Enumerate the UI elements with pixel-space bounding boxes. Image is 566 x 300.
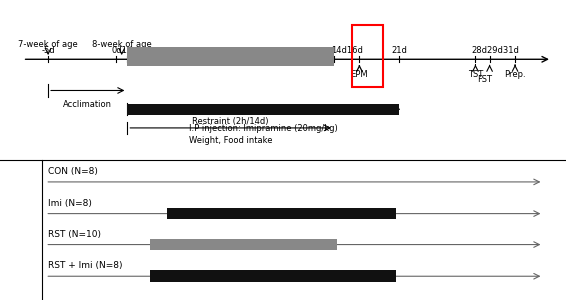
Bar: [127, 47, 334, 66]
Bar: [150, 239, 337, 250]
Text: RST + Imi (N=8): RST + Imi (N=8): [48, 262, 123, 271]
Text: TST: TST: [468, 70, 483, 79]
Text: 21d: 21d: [391, 46, 407, 55]
Text: EPM: EPM: [350, 70, 368, 79]
Text: 0d1d: 0d1d: [111, 46, 132, 55]
Bar: [167, 208, 396, 219]
Text: 8-week of age: 8-week of age: [92, 40, 152, 49]
Bar: [150, 271, 337, 282]
Text: Acclimation: Acclimation: [63, 100, 112, 109]
Text: RST (N=10): RST (N=10): [48, 230, 101, 239]
Text: Prep.: Prep.: [504, 70, 526, 79]
Bar: [127, 104, 399, 115]
Bar: [150, 271, 396, 282]
Text: Imi (N=8): Imi (N=8): [48, 199, 92, 208]
Text: FST: FST: [478, 75, 492, 84]
Text: 7-week of age: 7-week of age: [18, 40, 78, 49]
Text: 14d16d: 14d16d: [331, 46, 363, 55]
Bar: [352, 25, 383, 87]
Text: Weight, Food intake: Weight, Food intake: [189, 136, 272, 145]
Text: Restraint (2h/14d): Restraint (2h/14d): [192, 117, 269, 126]
Text: CON (N=8): CON (N=8): [48, 167, 98, 176]
Text: I.P injection: Imipramine (20mg/kg): I.P injection: Imipramine (20mg/kg): [189, 124, 337, 133]
Text: 28d29d31d: 28d29d31d: [471, 46, 519, 55]
Text: -5d: -5d: [41, 46, 55, 55]
